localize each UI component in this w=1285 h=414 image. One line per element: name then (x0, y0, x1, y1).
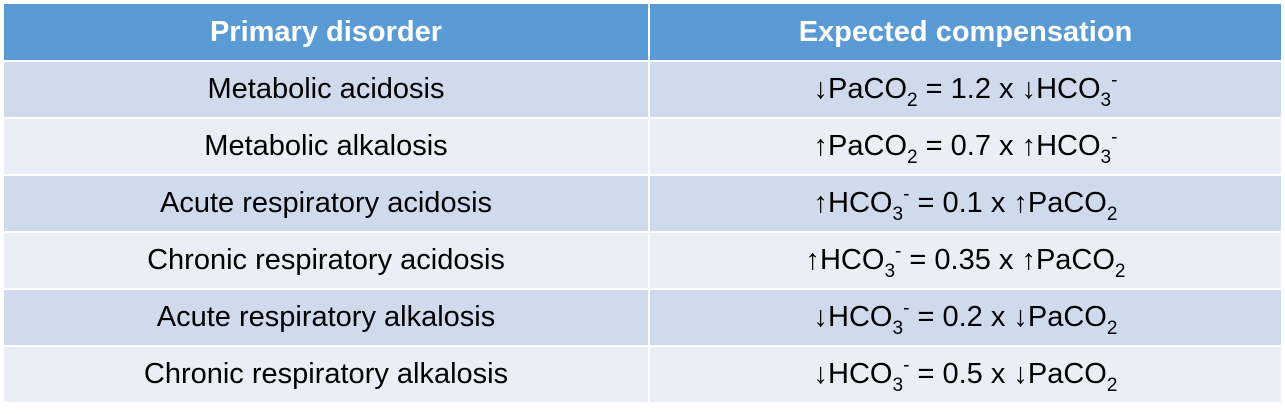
formula-superscript: - (1111, 127, 1118, 148)
disorder-cell: Chronic respiratory alkalosis (2, 345, 650, 404)
formula-text: ↓HCO (813, 301, 893, 333)
table-row: Metabolic alkalosis ↑PaCO2 = 0.7 x ↑HCO3… (2, 117, 1283, 176)
formula-text: ↑HCO (805, 244, 885, 276)
disorder-cell: Acute respiratory acidosis (2, 174, 650, 233)
compensation-formula-cell: ↑HCO3- = 0.1 x ↑PaCO2 (648, 174, 1283, 233)
formula-text: = 0.35 x ↑PaCO (901, 244, 1115, 276)
formula-subscript: 3 (892, 375, 904, 396)
formula-text: = 0.1 x ↑PaCO (909, 187, 1107, 219)
compensation-formula-cell: ↑HCO3- = 0.35 x ↑PaCO2 (648, 231, 1283, 290)
table-row: Chronic respiratory acidosis ↑HCO3- = 0.… (2, 231, 1283, 290)
formula-subscript: 3 (892, 204, 904, 225)
disorder-cell: Chronic respiratory acidosis (2, 231, 650, 290)
formula-text: = 1.2 x ↓HCO (917, 73, 1101, 105)
formula-subscript: 3 (1100, 147, 1112, 168)
formula-subscript: 3 (892, 318, 904, 339)
formula-superscript: - (903, 298, 910, 319)
header-expected-compensation: Expected compensation (648, 2, 1283, 62)
table-row: Acute respiratory alkalosis ↓HCO3- = 0.2… (2, 288, 1283, 347)
formula-subscript: 2 (907, 147, 918, 168)
formula-superscript: - (903, 184, 910, 205)
formula-subscript: 3 (1100, 90, 1112, 111)
formula-text: ↓HCO (813, 358, 893, 390)
disorder-cell: Metabolic alkalosis (2, 117, 650, 176)
compensation-formula-cell: ↑PaCO2 = 0.7 x ↑HCO3- (648, 117, 1283, 176)
formula-superscript: - (895, 241, 902, 262)
formula-superscript: - (903, 355, 910, 376)
formula-text: = 0.2 x ↓PaCO (909, 301, 1107, 333)
formula-text: ↓PaCO (813, 73, 908, 105)
formula-subscript: 2 (1106, 204, 1118, 225)
compensation-formula-cell: ↓HCO3- = 0.5 x ↓PaCO2 (648, 345, 1283, 404)
header-row: Primary disorder Expected compensation (2, 2, 1283, 62)
compensation-formula-cell: ↓PaCO2 = 1.2 x ↓HCO3- (648, 60, 1283, 119)
table-row: Metabolic acidosis ↓PaCO2 = 1.2 x ↓HCO3- (2, 60, 1283, 119)
formula-subscript: 2 (1106, 375, 1118, 396)
header-primary-disorder: Primary disorder (2, 2, 650, 62)
formula-subscript: 2 (1106, 318, 1118, 339)
formula-text: = 0.5 x ↓PaCO (909, 358, 1107, 390)
formula-superscript: - (1111, 70, 1118, 91)
formula-text: ↑HCO (813, 187, 893, 219)
compensation-table: Primary disorder Expected compensation M… (2, 2, 1283, 404)
disorder-cell: Acute respiratory alkalosis (2, 288, 650, 347)
formula-text: = 0.7 x ↑HCO (917, 130, 1101, 162)
formula-subscript: 2 (1114, 261, 1126, 282)
table-row: Chronic respiratory alkalosis ↓HCO3- = 0… (2, 345, 1283, 404)
table-row: Acute respiratory acidosis ↑HCO3- = 0.1 … (2, 174, 1283, 233)
formula-text: ↑PaCO (813, 130, 908, 162)
compensation-formula-cell: ↓HCO3- = 0.2 x ↓PaCO2 (648, 288, 1283, 347)
formula-subscript: 3 (884, 261, 896, 282)
formula-subscript: 2 (907, 90, 918, 111)
disorder-cell: Metabolic acidosis (2, 60, 650, 119)
